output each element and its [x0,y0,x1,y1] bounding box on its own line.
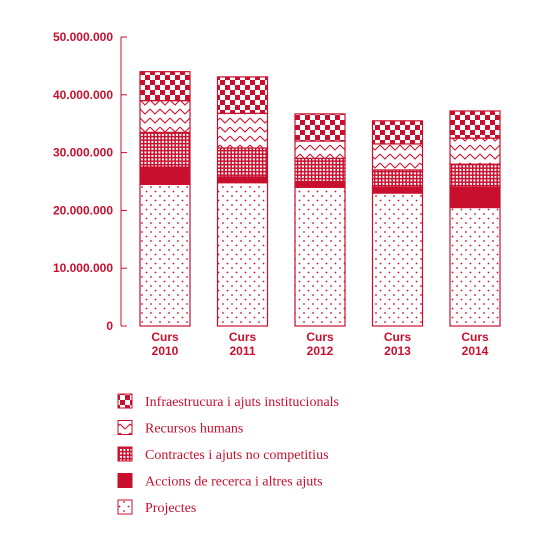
legend-label: Recursos humans [145,422,243,437]
bar-segment-checker [371,120,424,145]
category-label-line: Curs [151,330,179,344]
bar-segment-grid [139,131,191,168]
bar-segment-grid [449,163,501,188]
legend-swatch-grid [117,446,133,462]
bar-segment-dots [371,192,424,327]
bar-segment-zigzag [449,137,501,165]
bar-segment-checker [139,71,191,102]
legend-swatch-solid [117,473,133,488]
category-label: Curs 2010 [151,330,179,358]
bar-segment-grid [294,157,346,183]
bar-segment-zigzag [294,140,346,159]
category-label: Curs 2012 [306,330,334,358]
bar-segment-dots [449,206,501,327]
legend-swatch-zigzag [117,420,133,435]
bar-segment-zigzag [216,112,269,149]
category-label-line: 2012 [307,344,334,358]
legend: Infraestrucura i ajuts institucionals Rec… [117,393,339,516]
legend-label: Accions de recerca i altres ajuts [145,475,323,490]
y-tick-label: 50.000.000 [53,30,113,44]
bar-segment-solid [294,180,346,188]
category-label: Curs 2013 [384,330,412,358]
category-label: Curs 2014 [461,330,489,358]
category-label-line: Curs [306,330,334,344]
bar-segment-zigzag [139,99,191,133]
category-label-line: 2013 [384,344,411,358]
bar-segment-checker [216,76,269,114]
legend-swatch-checker [117,393,133,409]
bar-segment-dots [139,183,191,327]
bar-segment-grid [371,169,424,188]
legend-label: Contractes i ajuts no competitius [145,448,329,463]
y-axis-ticks: 0 10.000.000 20.000.000 30.000.000 40.000.00… [53,30,127,333]
y-tick-label: 10.000.000 [53,261,113,275]
bars [139,71,501,327]
y-tick-label: 20.000.000 [53,203,113,217]
bar-segment-solid [371,186,424,194]
category-label-line: Curs [461,330,489,344]
category-label-line: 2011 [229,344,255,358]
bar-segment-zigzag [371,143,424,171]
bar-segment-solid [139,166,191,185]
bar-segment-grid [216,147,269,178]
category-label-line: Curs [229,330,257,344]
y-tick-label: 30.000.000 [53,146,113,160]
legend-label: Projectes [145,501,196,516]
bar-segment-solid [449,186,501,209]
legend-swatch-dots [117,499,133,515]
category-label-line: 2014 [462,344,489,358]
legend-label: Infraestrucura i ajuts institucionals [145,395,339,410]
bar-segment-dots [294,186,346,327]
y-tick-label: 0 [106,319,113,333]
category-label-line: 2010 [152,344,179,358]
bar-segment-solid [216,176,269,184]
bar-segment-dots [216,182,269,327]
category-label: Curs 2011 [229,330,257,358]
y-tick-label: 40.000.000 [53,88,113,102]
bar-segment-checker [449,110,501,139]
bar-segment-checker [294,113,346,142]
category-label-line: Curs [384,330,412,344]
